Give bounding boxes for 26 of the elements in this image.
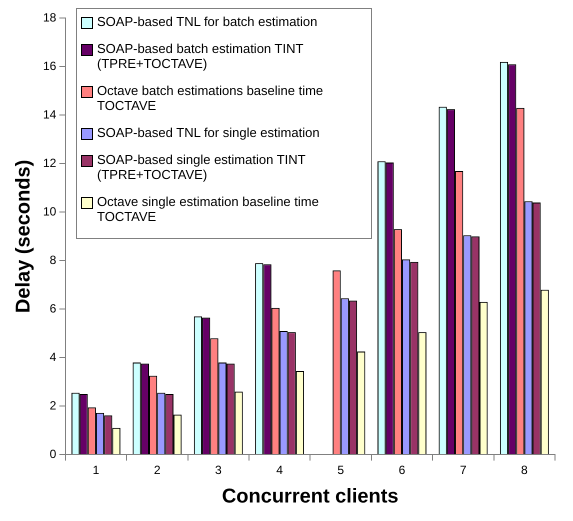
- x-tick-label: 8: [521, 463, 528, 478]
- x-tick-label: 1: [92, 463, 100, 478]
- y-axis-title: Delay (seconds): [12, 160, 35, 314]
- y-tick-label: 16: [42, 59, 57, 73]
- x-axis-title: Concurrent clients: [222, 486, 399, 508]
- y-tick-label: 10: [42, 204, 57, 218]
- legend-label: SOAP-based TNL for batch estimation: [97, 14, 318, 29]
- y-tick-label: 8: [50, 252, 57, 267]
- y-tick-label: 14: [42, 107, 57, 122]
- y-tick-label: 6: [50, 301, 57, 316]
- x-tick-label: 7: [460, 463, 467, 478]
- x-tick-label: 6: [398, 463, 406, 478]
- x-tick-label: 3: [215, 463, 222, 478]
- x-tick-label: 4: [276, 463, 284, 478]
- legend-label: SOAP-based single estimation TINT (TPRE+TOCTAVE): [97, 152, 306, 182]
- legend-label: SOAP-based TNL for single estimation: [97, 125, 320, 140]
- x-tick-label: 2: [154, 463, 161, 478]
- legend-label: Octave single estimation baseline time TOCTAVE: [97, 194, 320, 224]
- legend-label: SOAP-based batch estimation TINT (TPRE+TOCTAVE): [97, 41, 304, 71]
- y-tick-label: 2: [50, 398, 57, 412]
- x-tick-label: 5: [337, 463, 344, 478]
- y-tick-label: 0: [50, 446, 57, 461]
- y-tick-label: 12: [42, 156, 57, 170]
- y-tick-label: 18: [42, 10, 57, 25]
- legend-label: Octave batch estimations baseline time TOCTAVE: [97, 83, 324, 113]
- y-tick-label: 4: [50, 350, 57, 364]
